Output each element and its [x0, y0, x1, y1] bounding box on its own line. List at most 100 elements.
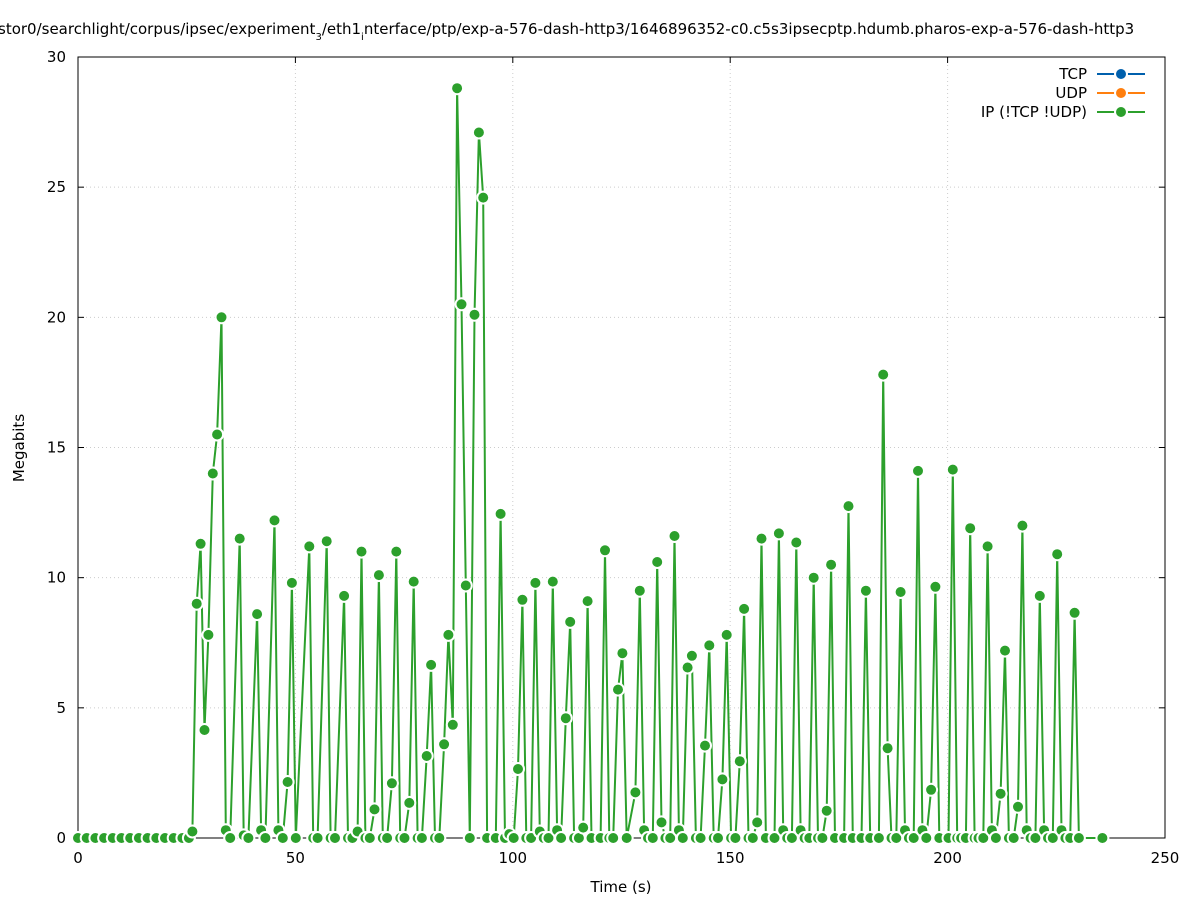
- data-point: [980, 539, 995, 554]
- data-point: [432, 831, 447, 845]
- data-point: [232, 531, 247, 546]
- data-point: [611, 682, 625, 697]
- legend-marker: [1114, 86, 1128, 100]
- data-point: [806, 570, 821, 585]
- y-tick-label: 15: [47, 439, 66, 457]
- data-point: [745, 831, 760, 845]
- data-point: [424, 657, 439, 672]
- data-point: [406, 574, 421, 589]
- y-tick-label: 25: [47, 178, 66, 196]
- data-point: [606, 831, 621, 845]
- data-point: [667, 529, 682, 543]
- data-point: [476, 190, 491, 205]
- data-point: [354, 544, 369, 559]
- data-point: [998, 643, 1012, 658]
- data-point: [310, 831, 325, 845]
- data-point: [528, 575, 543, 590]
- legend-marker: [1114, 105, 1128, 119]
- data-point: [284, 575, 299, 590]
- data-point: [545, 574, 560, 589]
- axis-ticks: 0 50 100 150 200 250 0 5 10 15 20 25 30: [47, 48, 1179, 867]
- data-point: [223, 831, 238, 845]
- data-point: [201, 627, 216, 642]
- data-point: [754, 531, 769, 546]
- data-point: [389, 544, 404, 559]
- x-tick-label: 250: [1151, 849, 1180, 867]
- data-point: [205, 466, 220, 481]
- data-point: [1050, 547, 1065, 562]
- series-layer: [71, 81, 1110, 845]
- data-point: [467, 307, 482, 322]
- data-point: [911, 463, 925, 478]
- data-point: [185, 824, 200, 839]
- data-point: [789, 535, 804, 550]
- data-point: [893, 585, 908, 599]
- data-point: [515, 592, 530, 607]
- data-point: [337, 588, 352, 603]
- x-tick-label: 100: [498, 849, 527, 867]
- data-point: [563, 614, 578, 629]
- data-point: [732, 754, 747, 769]
- data-point: [493, 506, 508, 521]
- x-tick-label: 50: [286, 849, 305, 867]
- data-point: [719, 627, 734, 642]
- data-point: [462, 831, 477, 845]
- data-point: [684, 648, 699, 663]
- data-point: [858, 583, 873, 598]
- data-point: [554, 831, 569, 845]
- data-point: [771, 526, 786, 541]
- data-point: [506, 831, 521, 845]
- data-point: [650, 555, 665, 569]
- data-point: [988, 831, 1003, 845]
- data-point: [628, 785, 643, 800]
- data-point: [275, 831, 290, 845]
- y-axis-label: Megabits: [10, 414, 28, 482]
- data-point: [1011, 799, 1025, 814]
- legend-marker: [1114, 67, 1128, 81]
- data-point: [693, 831, 708, 845]
- data-point: [715, 772, 730, 787]
- data-point: [919, 831, 934, 845]
- data-point: [841, 499, 856, 514]
- data-point: [362, 831, 377, 845]
- data-point: [419, 749, 434, 763]
- data-point: [728, 831, 743, 845]
- legend-label: IP (!TCP !UDP): [981, 103, 1087, 121]
- data-point: [945, 462, 960, 477]
- data-point: [267, 513, 282, 528]
- data-point: [328, 831, 342, 845]
- x-tick-label: 0: [73, 849, 83, 867]
- chart-title: stor0/searchlight/corpus/ipsec/experimen…: [0, 20, 1134, 43]
- data-point: [580, 594, 595, 609]
- data-point: [402, 795, 417, 810]
- y-tick-label: 20: [47, 308, 66, 326]
- data-point: [824, 557, 839, 572]
- data-point: [675, 831, 690, 845]
- legend-label: TCP: [1058, 65, 1087, 83]
- data-point: [702, 638, 717, 653]
- data-point: [615, 646, 630, 661]
- data-point: [258, 831, 273, 845]
- data-point: [993, 786, 1008, 801]
- data-point: [210, 427, 225, 442]
- data-point: [241, 831, 256, 845]
- data-point: [632, 583, 647, 598]
- data-point: [598, 543, 612, 558]
- data-point: [471, 125, 486, 140]
- data-point: [711, 831, 725, 845]
- x-tick-label: 150: [716, 849, 745, 867]
- x-axis-label: Time (s): [590, 878, 652, 896]
- data-point: [876, 367, 891, 382]
- y-tick-label: 10: [47, 569, 66, 587]
- data-point: [928, 579, 943, 594]
- data-point: [619, 831, 634, 845]
- data-point: [319, 534, 334, 549]
- data-point: [441, 627, 456, 642]
- data-point: [380, 831, 395, 845]
- x-tick-label: 200: [933, 849, 962, 867]
- data-point: [1015, 518, 1030, 533]
- y-tick-label: 30: [47, 48, 66, 66]
- data-point: [576, 820, 591, 835]
- data-point: [698, 738, 712, 753]
